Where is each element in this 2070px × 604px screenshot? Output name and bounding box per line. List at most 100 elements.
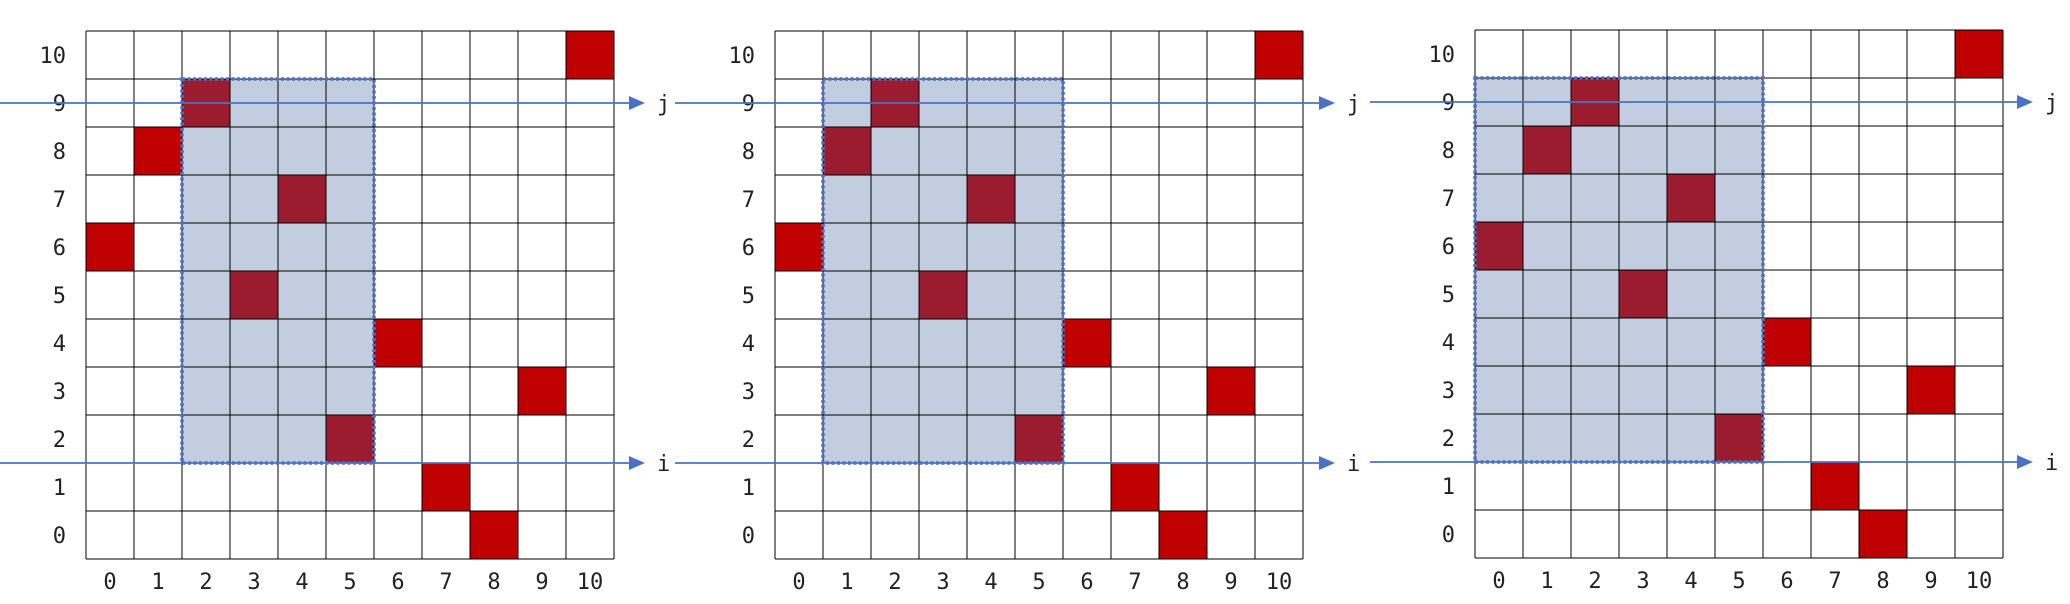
arrow-head-icon bbox=[629, 96, 645, 110]
y-tick-label: 8 bbox=[742, 140, 755, 165]
y-tick-label: 9 bbox=[742, 92, 755, 117]
y-tick-label: 2 bbox=[53, 428, 66, 453]
y-tick-label: 5 bbox=[742, 284, 755, 309]
point-cell bbox=[134, 127, 182, 175]
point-cell bbox=[1523, 126, 1571, 174]
x-tick-label: 10 bbox=[1266, 570, 1293, 595]
x-tick-label: 4 bbox=[984, 570, 997, 595]
x-tick-label: 4 bbox=[295, 570, 308, 595]
point-cell bbox=[1111, 463, 1159, 511]
y-tick-label: 4 bbox=[742, 332, 755, 357]
point-cell bbox=[518, 367, 566, 415]
x-tick-label: 5 bbox=[1032, 570, 1045, 595]
x-tick-label: 3 bbox=[1636, 569, 1649, 594]
y-tick-label: 9 bbox=[53, 92, 66, 117]
grid-panel-2: 0 1 2 3 4 5 6 7 8 9 10 0 1 2 3 4 5 6 7 8 9 10 j i bbox=[675, 30, 1360, 595]
y-tick-label: 9 bbox=[1442, 91, 1455, 116]
point-cell bbox=[1207, 367, 1255, 415]
y-tick-label: 4 bbox=[53, 332, 66, 357]
x-tick-label: 7 bbox=[1828, 569, 1841, 594]
x-tick-label: 3 bbox=[247, 570, 260, 595]
x-tick-label: 1 bbox=[151, 570, 164, 595]
grid-panel-1: 0 1 2 3 4 5 6 7 8 9 10 0 1 2 3 4 5 6 7 8 9 10 j i bbox=[0, 30, 670, 595]
x-tick-label: 0 bbox=[1492, 569, 1505, 594]
y-tick-label: 7 bbox=[1442, 187, 1455, 212]
point-cell bbox=[1619, 270, 1667, 318]
x-tick-label: 2 bbox=[199, 570, 212, 595]
point-cell bbox=[1907, 366, 1955, 414]
x-tick-label: 5 bbox=[1732, 569, 1745, 594]
arrow-head-icon bbox=[1319, 96, 1335, 110]
point-cell bbox=[1015, 415, 1063, 463]
guide-label-i: i bbox=[1347, 452, 1360, 477]
y-tick-label: 3 bbox=[1442, 379, 1455, 404]
arrow-head-icon bbox=[629, 456, 645, 470]
x-tick-label: 5 bbox=[343, 570, 356, 595]
y-tick-label: 2 bbox=[1442, 427, 1455, 452]
point-cell bbox=[1475, 222, 1523, 270]
grid-panel-3: 0 1 2 3 4 5 6 7 8 9 10 0 1 2 3 4 5 6 7 8 9 10 j i bbox=[1370, 29, 2058, 594]
y-tick-label: 5 bbox=[1442, 283, 1455, 308]
x-tick-label: 0 bbox=[103, 570, 116, 595]
y-tick-label: 4 bbox=[1442, 331, 1455, 356]
x-tick-label: 9 bbox=[1224, 570, 1237, 595]
point-cell bbox=[1667, 174, 1715, 222]
x-tick-label: 6 bbox=[1780, 569, 1793, 594]
y-tick-label: 1 bbox=[53, 476, 66, 501]
guide-label-j: j bbox=[2045, 91, 2058, 116]
x-tick-label: 0 bbox=[792, 570, 805, 595]
point-cell bbox=[919, 271, 967, 319]
point-cell bbox=[86, 223, 134, 271]
point-cell bbox=[823, 127, 871, 175]
x-tick-label: 10 bbox=[1966, 569, 1993, 594]
y-tick-label: 0 bbox=[1442, 523, 1455, 548]
point-cell bbox=[422, 463, 470, 511]
point-cell bbox=[967, 175, 1015, 223]
y-tick-label: 5 bbox=[53, 284, 66, 309]
point-cell bbox=[1811, 462, 1859, 510]
x-tick-label: 8 bbox=[487, 570, 500, 595]
y-tick-label: 7 bbox=[742, 188, 755, 213]
y-tick-label: 6 bbox=[742, 236, 755, 261]
point-cell bbox=[1859, 510, 1907, 558]
arrow-head-icon bbox=[2017, 95, 2033, 109]
point-cell bbox=[1159, 511, 1207, 559]
x-tick-label: 4 bbox=[1684, 569, 1697, 594]
point-cell bbox=[775, 223, 823, 271]
point-cell bbox=[1715, 414, 1763, 462]
x-tick-label: 9 bbox=[1924, 569, 1937, 594]
x-tick-label: 10 bbox=[577, 570, 604, 595]
point-cell bbox=[230, 271, 278, 319]
guide-label-j: j bbox=[657, 92, 670, 117]
y-tick-label: 2 bbox=[742, 428, 755, 453]
x-tick-label: 7 bbox=[439, 570, 452, 595]
point-cell bbox=[1063, 319, 1111, 367]
x-tick-label: 1 bbox=[840, 570, 853, 595]
point-cell bbox=[374, 319, 422, 367]
x-tick-label: 8 bbox=[1176, 570, 1189, 595]
x-tick-label: 6 bbox=[1080, 570, 1093, 595]
y-tick-label: 3 bbox=[742, 380, 755, 405]
point-cell bbox=[470, 511, 518, 559]
point-cell bbox=[1255, 31, 1303, 79]
x-tick-label: 1 bbox=[1540, 569, 1553, 594]
y-tick-label: 1 bbox=[742, 476, 755, 501]
x-tick-label: 3 bbox=[936, 570, 949, 595]
point-cell bbox=[1955, 30, 2003, 78]
y-tick-label: 6 bbox=[1442, 235, 1455, 260]
point-cell bbox=[278, 175, 326, 223]
x-tick-label: 6 bbox=[391, 570, 404, 595]
y-tick-label: 0 bbox=[742, 524, 755, 549]
y-tick-label: 3 bbox=[53, 380, 66, 405]
x-tick-label: 8 bbox=[1876, 569, 1889, 594]
point-cell bbox=[566, 31, 614, 79]
point-cell bbox=[326, 415, 374, 463]
y-tick-label: 0 bbox=[53, 524, 66, 549]
guide-label-j: j bbox=[1347, 92, 1360, 117]
y-tick-label: 6 bbox=[53, 236, 66, 261]
y-tick-label: 10 bbox=[729, 44, 756, 69]
y-tick-label: 1 bbox=[1442, 475, 1455, 500]
y-tick-label: 8 bbox=[1442, 139, 1455, 164]
x-tick-label: 2 bbox=[888, 570, 901, 595]
